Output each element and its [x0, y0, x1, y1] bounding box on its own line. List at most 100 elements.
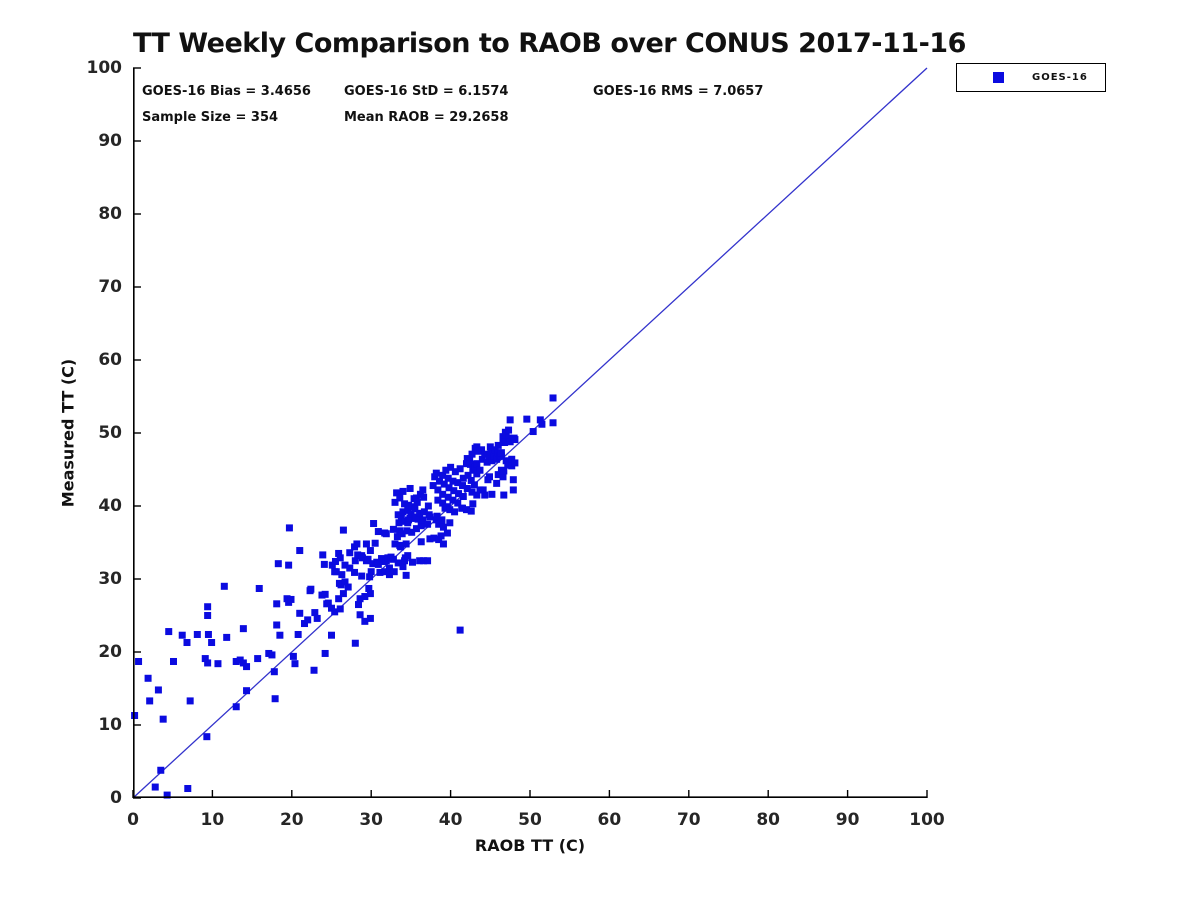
plot-area: [131, 67, 928, 799]
data-point: [283, 595, 291, 603]
data-point: [356, 595, 364, 603]
data-point: [416, 509, 424, 517]
data-point: [328, 561, 336, 569]
data-point: [193, 630, 201, 638]
data-point: [454, 499, 462, 507]
data-point: [351, 639, 359, 647]
data-point: [486, 443, 494, 451]
data-point: [356, 611, 364, 619]
data-point: [320, 560, 328, 568]
data-point: [455, 490, 463, 498]
data-point: [411, 505, 419, 513]
data-point: [381, 568, 389, 576]
data-point: [382, 530, 390, 538]
data-point: [468, 450, 476, 458]
data-point: [414, 515, 422, 523]
data-point: [331, 557, 339, 565]
data-point: [353, 540, 361, 548]
data-point: [459, 482, 467, 490]
data-point: [419, 516, 427, 524]
y-tick-label: 50: [98, 423, 122, 443]
data-point: [319, 551, 327, 559]
data-point: [328, 604, 335, 612]
data-point: [511, 459, 519, 467]
data-point: [420, 557, 428, 565]
data-point: [440, 480, 448, 488]
data-point: [335, 549, 343, 557]
data-point: [446, 506, 454, 514]
data-point: [135, 657, 143, 665]
scatter-plot: [131, 67, 928, 799]
data-point: [396, 494, 404, 502]
data-point: [488, 490, 496, 498]
data-point: [470, 481, 478, 489]
y-tick-label: 100: [86, 58, 123, 78]
data-point: [391, 540, 399, 548]
data-point: [354, 601, 362, 609]
y-tick-label: 60: [98, 350, 122, 370]
data-point: [289, 652, 297, 660]
data-point: [273, 621, 281, 629]
data-point: [473, 491, 481, 499]
data-point: [499, 473, 507, 481]
data-point: [287, 595, 295, 603]
data-point: [390, 568, 398, 576]
y-tick-label: 90: [98, 131, 122, 151]
x-tick-label: 0: [127, 810, 139, 830]
y-tick-label: 0: [110, 788, 122, 808]
data-point: [214, 660, 222, 668]
stat-bias: GOES-16 Bias = 3.4656: [142, 84, 311, 99]
data-point: [371, 539, 379, 547]
data-point: [204, 612, 212, 619]
x-tick-label: 80: [756, 810, 781, 830]
data-point: [370, 520, 378, 528]
data-point: [274, 560, 282, 568]
data-point: [451, 508, 459, 516]
legend: GOES-16: [956, 63, 1106, 92]
data-point: [500, 467, 508, 475]
data-point: [420, 493, 428, 501]
data-point: [430, 534, 438, 542]
data-point: [273, 600, 281, 608]
data-point: [459, 493, 467, 501]
data-point: [497, 449, 505, 457]
data-point: [435, 477, 443, 485]
data-point: [291, 660, 299, 668]
stat-sample: Sample Size = 354: [142, 110, 279, 125]
data-point: [354, 551, 362, 559]
y-tick-label: 30: [98, 569, 122, 589]
data-point: [417, 522, 425, 530]
data-point: [413, 498, 421, 506]
data-point: [389, 555, 397, 563]
data-point: [394, 559, 402, 567]
data-point: [385, 571, 393, 579]
data-point: [476, 466, 484, 474]
data-point: [473, 470, 481, 478]
data-point: [424, 520, 432, 528]
x-tick-label: 60: [597, 810, 622, 830]
data-point: [473, 443, 481, 451]
chart-title: TT Weekly Comparison to RAOB over CONUS …: [133, 28, 966, 59]
data-point: [432, 469, 440, 477]
data-point: [434, 496, 442, 504]
data-point: [183, 639, 191, 647]
data-point: [406, 514, 414, 522]
data-point: [403, 527, 411, 535]
data-point: [243, 687, 251, 695]
data-point: [419, 486, 427, 494]
data-point: [270, 668, 278, 676]
data-point: [393, 489, 401, 497]
data-point: [451, 468, 459, 476]
data-point: [471, 463, 479, 471]
data-point: [203, 733, 211, 741]
data-point: [439, 523, 447, 531]
data-point: [399, 563, 407, 571]
data-point: [466, 460, 474, 468]
data-point: [508, 455, 516, 463]
data-point: [417, 538, 425, 546]
x-tick-label: 70: [676, 810, 701, 830]
data-point: [479, 486, 487, 494]
x-tick-label: 20: [279, 810, 304, 830]
data-point: [351, 557, 359, 565]
data-point: [328, 631, 335, 639]
